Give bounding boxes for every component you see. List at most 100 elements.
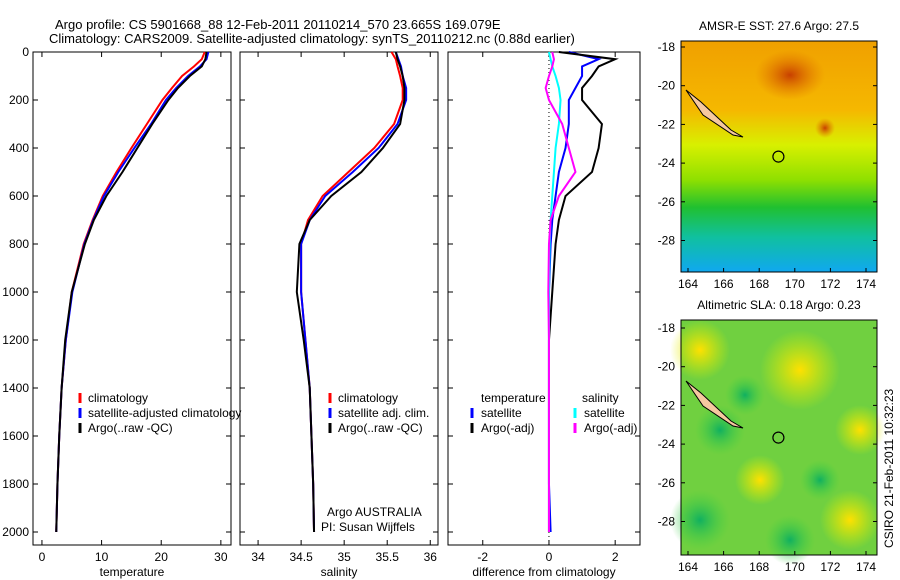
map-lat-label: -22 xyxy=(658,398,676,412)
legend-label: satellite xyxy=(481,406,522,420)
series-argo-raw-qc- xyxy=(55,51,208,533)
annotation-text: PI: Susan Wijffels xyxy=(321,520,415,534)
x-tick-label: 20 xyxy=(155,550,169,564)
sla-anomaly-patch xyxy=(800,460,840,500)
y-tick-label: 800 xyxy=(9,237,29,251)
map-lon-label: 174 xyxy=(856,277,876,291)
x-tick-label: 34 xyxy=(251,550,265,564)
legend-label: Argo(..raw -QC) xyxy=(338,421,423,435)
map-title: Altimetric SLA: 0.18 Argo: 0.23 xyxy=(697,298,861,312)
side-timestamp: CSIRO 21-Feb-2011 10:32:23 xyxy=(882,388,896,548)
map-frame-2 xyxy=(680,319,878,556)
plot-frame-3 xyxy=(447,51,641,546)
x-tick-label: 0 xyxy=(39,550,46,564)
sla-anomaly-patch xyxy=(765,515,815,565)
new-caledonia-coastline xyxy=(685,89,744,138)
new-caledonia-coastline xyxy=(685,380,744,429)
x-axis-label: difference from climatology xyxy=(472,565,615,579)
sla-anomaly-patch xyxy=(735,455,785,505)
map-lat-label: -18 xyxy=(658,40,676,54)
legend-label: climatology xyxy=(88,391,148,405)
x-tick-label: 34.5 xyxy=(289,550,313,564)
y-tick-label: 2000 xyxy=(2,525,29,539)
sst-warm-patch xyxy=(815,118,835,138)
sla-anomaly-patch xyxy=(725,375,765,415)
map-lat-label: -24 xyxy=(658,437,676,451)
y-tick-label: 1800 xyxy=(2,477,29,491)
title-line-2: Climatology: CARS2009. Satellite-adjuste… xyxy=(49,31,575,46)
map-lon-label: 170 xyxy=(785,560,805,574)
map-lat-label: -20 xyxy=(658,360,676,374)
sla-anomaly-patch xyxy=(760,330,840,410)
legend-header: salinity xyxy=(582,391,619,405)
map-lat-label: -22 xyxy=(658,117,676,131)
map-title: AMSR-E SST: 27.6 Argo: 27.5 xyxy=(699,19,859,33)
map-lon-label: 164 xyxy=(678,560,698,574)
sla-anomaly-patch xyxy=(670,490,730,550)
y-tick-label: 1200 xyxy=(2,333,29,347)
sla-anomaly-patch xyxy=(670,320,730,380)
legend-label: satellite xyxy=(584,406,625,420)
map-lat-label: -20 xyxy=(658,79,676,93)
legend-label: Argo(-adj) xyxy=(481,421,534,435)
map-lat-label: -28 xyxy=(658,234,676,248)
legend-label: satellite adj. clim. xyxy=(338,406,429,420)
map-lon-label: 166 xyxy=(714,277,734,291)
series-temperature-satellite xyxy=(547,51,602,533)
y-tick-label: 200 xyxy=(9,93,29,107)
map-lon-label: 168 xyxy=(749,277,769,291)
map-lat-label: -18 xyxy=(658,321,676,335)
series-salinity-argo-adj- xyxy=(544,51,577,532)
plot-frame-2 xyxy=(239,51,439,546)
sst-warm-patch xyxy=(755,50,825,100)
map-lon-label: 168 xyxy=(749,560,769,574)
argo-location-marker xyxy=(772,150,785,163)
map-lon-label: 172 xyxy=(820,560,840,574)
sla-anomaly-patch xyxy=(695,405,745,455)
series-satellite-adjusted-climatology xyxy=(55,51,210,533)
x-tick-label: 0 xyxy=(546,550,553,564)
x-tick-label: 35.5 xyxy=(376,550,400,564)
y-tick-label: 600 xyxy=(9,189,29,203)
y-tick-label: 1000 xyxy=(2,285,29,299)
x-axis-label: salinity xyxy=(321,565,358,579)
legend-label: satellite-adjusted climatology xyxy=(88,406,241,420)
annotation-text: Argo AUSTRALIA xyxy=(327,505,422,519)
series-satellite-adj-clim- xyxy=(300,51,408,533)
map-lon-label: 174 xyxy=(856,560,876,574)
map-lat-label: -26 xyxy=(658,195,676,209)
sla-anomaly-patch xyxy=(820,490,880,550)
map-frame-1 xyxy=(680,40,878,273)
plot-frame-1 xyxy=(32,51,232,546)
legend-label: Argo(-adj) xyxy=(584,421,637,435)
series-salinity-satellite xyxy=(547,51,562,532)
y-tick-label: 1600 xyxy=(2,429,29,443)
map-lat-label: -24 xyxy=(658,156,676,170)
map-lon-label: 172 xyxy=(820,277,840,291)
x-tick-label: 2 xyxy=(612,550,619,564)
sla-anomaly-patch xyxy=(835,405,885,455)
x-tick-label: 36 xyxy=(424,550,438,564)
map-lat-label: -28 xyxy=(658,515,676,529)
y-tick-label: 400 xyxy=(9,141,29,155)
map-lon-label: 170 xyxy=(785,277,805,291)
series-argo-raw-qc- xyxy=(295,51,406,533)
series-climatology xyxy=(300,51,404,533)
y-tick-label: 1400 xyxy=(2,381,29,395)
x-tick-label: -2 xyxy=(477,550,488,564)
legend-label: climatology xyxy=(338,391,398,405)
map-lon-label: 166 xyxy=(714,560,734,574)
x-tick-label: 35 xyxy=(337,550,351,564)
map-lat-label: -26 xyxy=(658,476,676,490)
series-climatology xyxy=(55,51,206,533)
legend-label: Argo(..raw -QC) xyxy=(88,421,173,435)
title-line-1: Argo profile: CS 5901668_88 12-Feb-2011 … xyxy=(55,17,501,32)
x-tick-label: 10 xyxy=(95,550,109,564)
map-lon-label: 164 xyxy=(678,277,698,291)
argo-location-marker xyxy=(772,431,785,444)
y-tick-label: 0 xyxy=(22,45,29,59)
legend-header: temperature xyxy=(481,391,546,405)
x-tick-label: 30 xyxy=(214,550,228,564)
